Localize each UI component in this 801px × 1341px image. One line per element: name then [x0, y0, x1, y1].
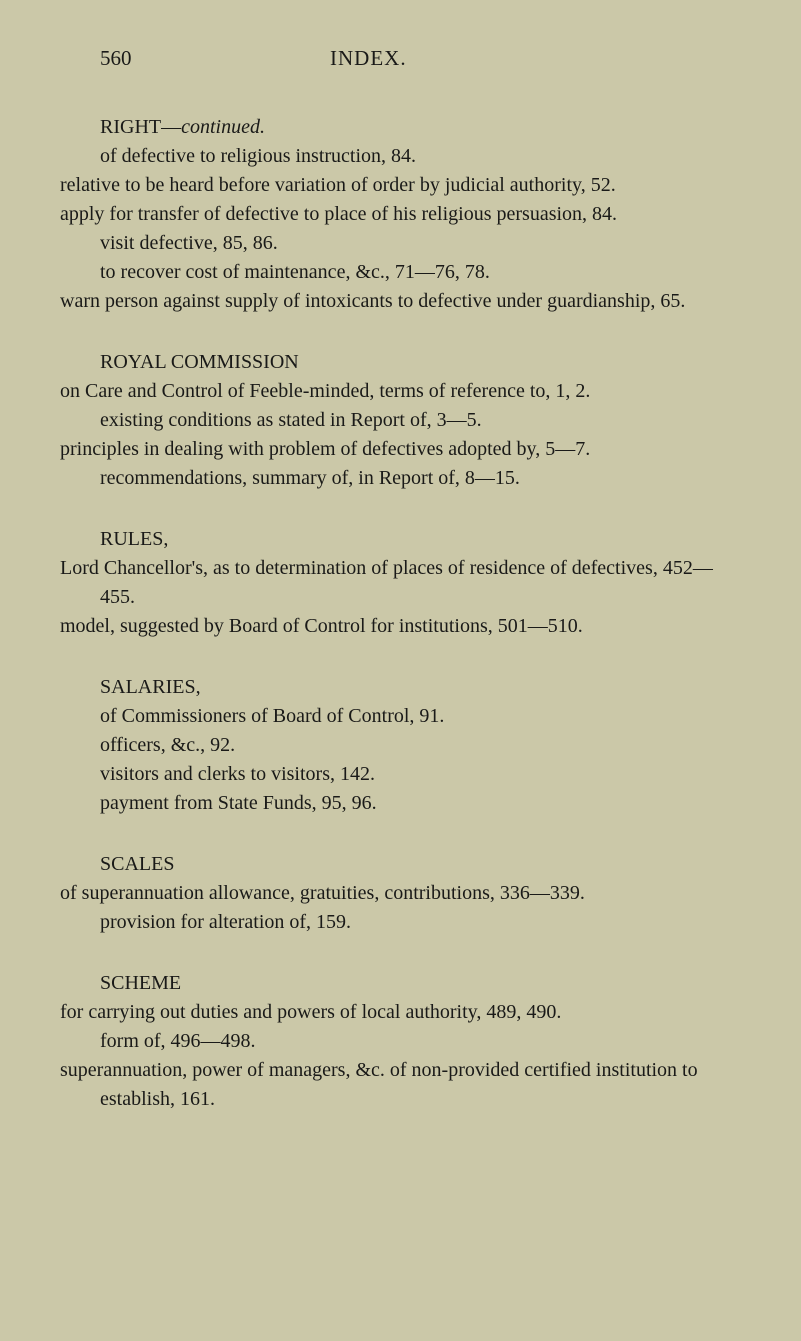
- entry-line: form of, 496—498.: [100, 1027, 721, 1056]
- entry-head: SCALES: [100, 850, 721, 879]
- entry-line: of superannuation allowance, gratuities,…: [100, 879, 721, 908]
- entry-head: RULES,: [100, 525, 721, 554]
- entry-line: to recover cost of maintenance, &c., 71—…: [100, 258, 721, 287]
- index-title: INDEX.: [330, 46, 407, 71]
- entry-line: principles in dealing with problem of de…: [100, 435, 721, 464]
- entry-line: apply for transfer of defective to place…: [100, 200, 721, 229]
- header: 560 INDEX.: [100, 46, 721, 71]
- index-entry: RULES, Lord Chancellor's, as to determina…: [100, 525, 721, 641]
- entry-line: warn person against supply of intoxicant…: [100, 287, 721, 316]
- entry-line: model, suggested by Board of Control for…: [100, 612, 721, 641]
- entry-line: for carrying out duties and powers of lo…: [100, 998, 721, 1027]
- page: 560 INDEX. RIGHT—continued.of defective …: [0, 0, 801, 1341]
- entry-head: ROYAL COMMISSION: [100, 348, 721, 377]
- entry-head-caps: SCHEME: [100, 972, 181, 994]
- page-number: 560: [100, 46, 330, 71]
- entry-head: RIGHT—continued.: [100, 113, 721, 142]
- entry-line: of defective to religious instruction, 8…: [100, 142, 721, 171]
- entry-line: recommendations, summary of, in Report o…: [100, 464, 721, 493]
- entry-head: SALARIES,: [100, 673, 721, 702]
- entry-head-caps: SALARIES,: [100, 676, 201, 698]
- entry-line: visit defective, 85, 86.: [100, 229, 721, 258]
- entry-line: payment from State Funds, 95, 96.: [100, 789, 721, 818]
- entry-line: relative to be heard before variation of…: [100, 171, 721, 200]
- entry-head-caps: RIGHT—: [100, 116, 181, 138]
- index-entry: SCHEME for carrying out duties and powers…: [100, 969, 721, 1114]
- entry-head-caps: RULES,: [100, 528, 168, 550]
- entry-line: existing conditions as stated in Report …: [100, 406, 721, 435]
- index-entry: ROYAL COMMISSION on Care and Control of F…: [100, 348, 721, 493]
- entry-head-caps: SCALES: [100, 853, 174, 875]
- entry-head-caps: ROYAL COMMISSION: [100, 351, 299, 373]
- entry-line: on Care and Control of Feeble-minded, te…: [100, 377, 721, 406]
- index-entry: SALARIES, of Commissioners of Board of Co…: [100, 673, 721, 818]
- entry-head-italic: continued.: [181, 116, 265, 138]
- entry-line: superannuation, power of managers, &c. o…: [100, 1056, 721, 1114]
- index-entry: SCALES of superannuation allowance, gratu…: [100, 850, 721, 937]
- entries: RIGHT—continued.of defective to religiou…: [100, 113, 721, 1114]
- entry-line: visitors and clerks to visitors, 142.: [100, 760, 721, 789]
- entry-line: of Commissioners of Board of Control, 91…: [100, 702, 721, 731]
- entry-line: provision for alteration of, 159.: [100, 908, 721, 937]
- entry-line: Lord Chancellor's, as to determination o…: [100, 554, 721, 612]
- index-entry: RIGHT—continued.of defective to religiou…: [100, 113, 721, 316]
- entry-line: officers, &c., 92.: [100, 731, 721, 760]
- entry-head: SCHEME: [100, 969, 721, 998]
